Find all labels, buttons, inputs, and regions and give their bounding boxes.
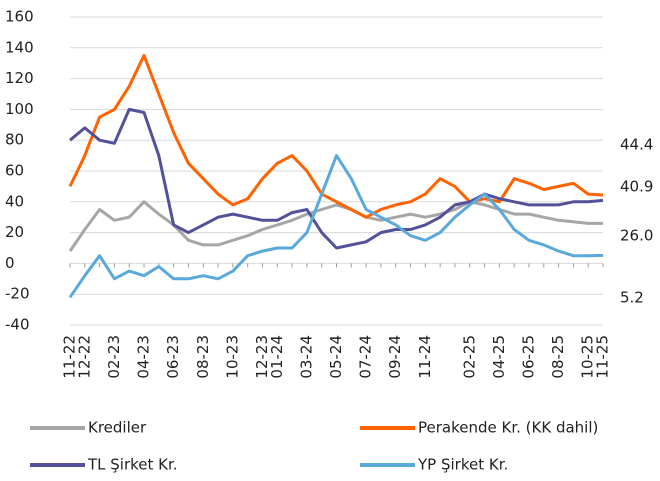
y-tick-label: -20 — [5, 285, 30, 303]
x-tick-label: 06-25 — [519, 335, 537, 379]
end-label: 44.4 — [620, 136, 653, 154]
line — [69, 107, 604, 250]
y-tick-label: 160 — [5, 8, 34, 26]
y-tick-label: 140 — [5, 38, 34, 56]
line — [68, 154, 604, 299]
y-tick-label: 120 — [5, 69, 34, 87]
line — [68, 200, 603, 252]
end-label: 40.9 — [620, 178, 653, 196]
x-tick-label: 08-25 — [549, 335, 567, 379]
end-label: 26.0 — [620, 227, 653, 245]
x-tick-label: 12-23 — [253, 335, 271, 379]
legend-label: Perakende Kr. (KK dahil) — [418, 419, 598, 437]
x-tick-label: 11-25 — [594, 335, 612, 379]
y-tick-label: 100 — [5, 100, 34, 118]
x-tick-label: 02-25 — [460, 335, 478, 379]
y-tick-label: 80 — [5, 131, 24, 149]
end-label: 5.2 — [620, 289, 644, 307]
x-tick-label: 06-23 — [164, 335, 182, 379]
y-tick-label: 60 — [5, 162, 24, 180]
line — [68, 54, 604, 219]
x-tick-label: 11-22 — [61, 335, 79, 379]
x-tick-label: 07-24 — [357, 335, 375, 379]
x-tick-label: 03-24 — [297, 335, 315, 379]
legend-label: TL Şirket Kr. — [87, 456, 178, 474]
y-tick-label: 40 — [5, 192, 24, 210]
x-tick-label: 05-24 — [327, 335, 345, 379]
y-tick-label: 0 — [5, 254, 15, 272]
x-tick-label: 04-25 — [490, 335, 508, 379]
legend-label: YP Şirket Kr. — [417, 456, 508, 474]
x-tick-label: 01-24 — [268, 335, 286, 379]
legend-label: Krediler — [88, 419, 147, 437]
x-tick-label: 08-23 — [194, 335, 212, 379]
x-tick-label: 02-23 — [105, 335, 123, 379]
x-tick-label: 10-25 — [579, 335, 597, 379]
x-tick-label: 04-23 — [135, 335, 153, 379]
x-tick-label: 09-24 — [386, 335, 404, 379]
y-tick-label: -40 — [5, 316, 30, 334]
y-tick-label: 20 — [5, 223, 24, 241]
x-tick-label: 10-23 — [223, 335, 241, 379]
x-tick-label: 11-24 — [416, 335, 434, 379]
x-tick-label: 12-22 — [75, 335, 93, 379]
